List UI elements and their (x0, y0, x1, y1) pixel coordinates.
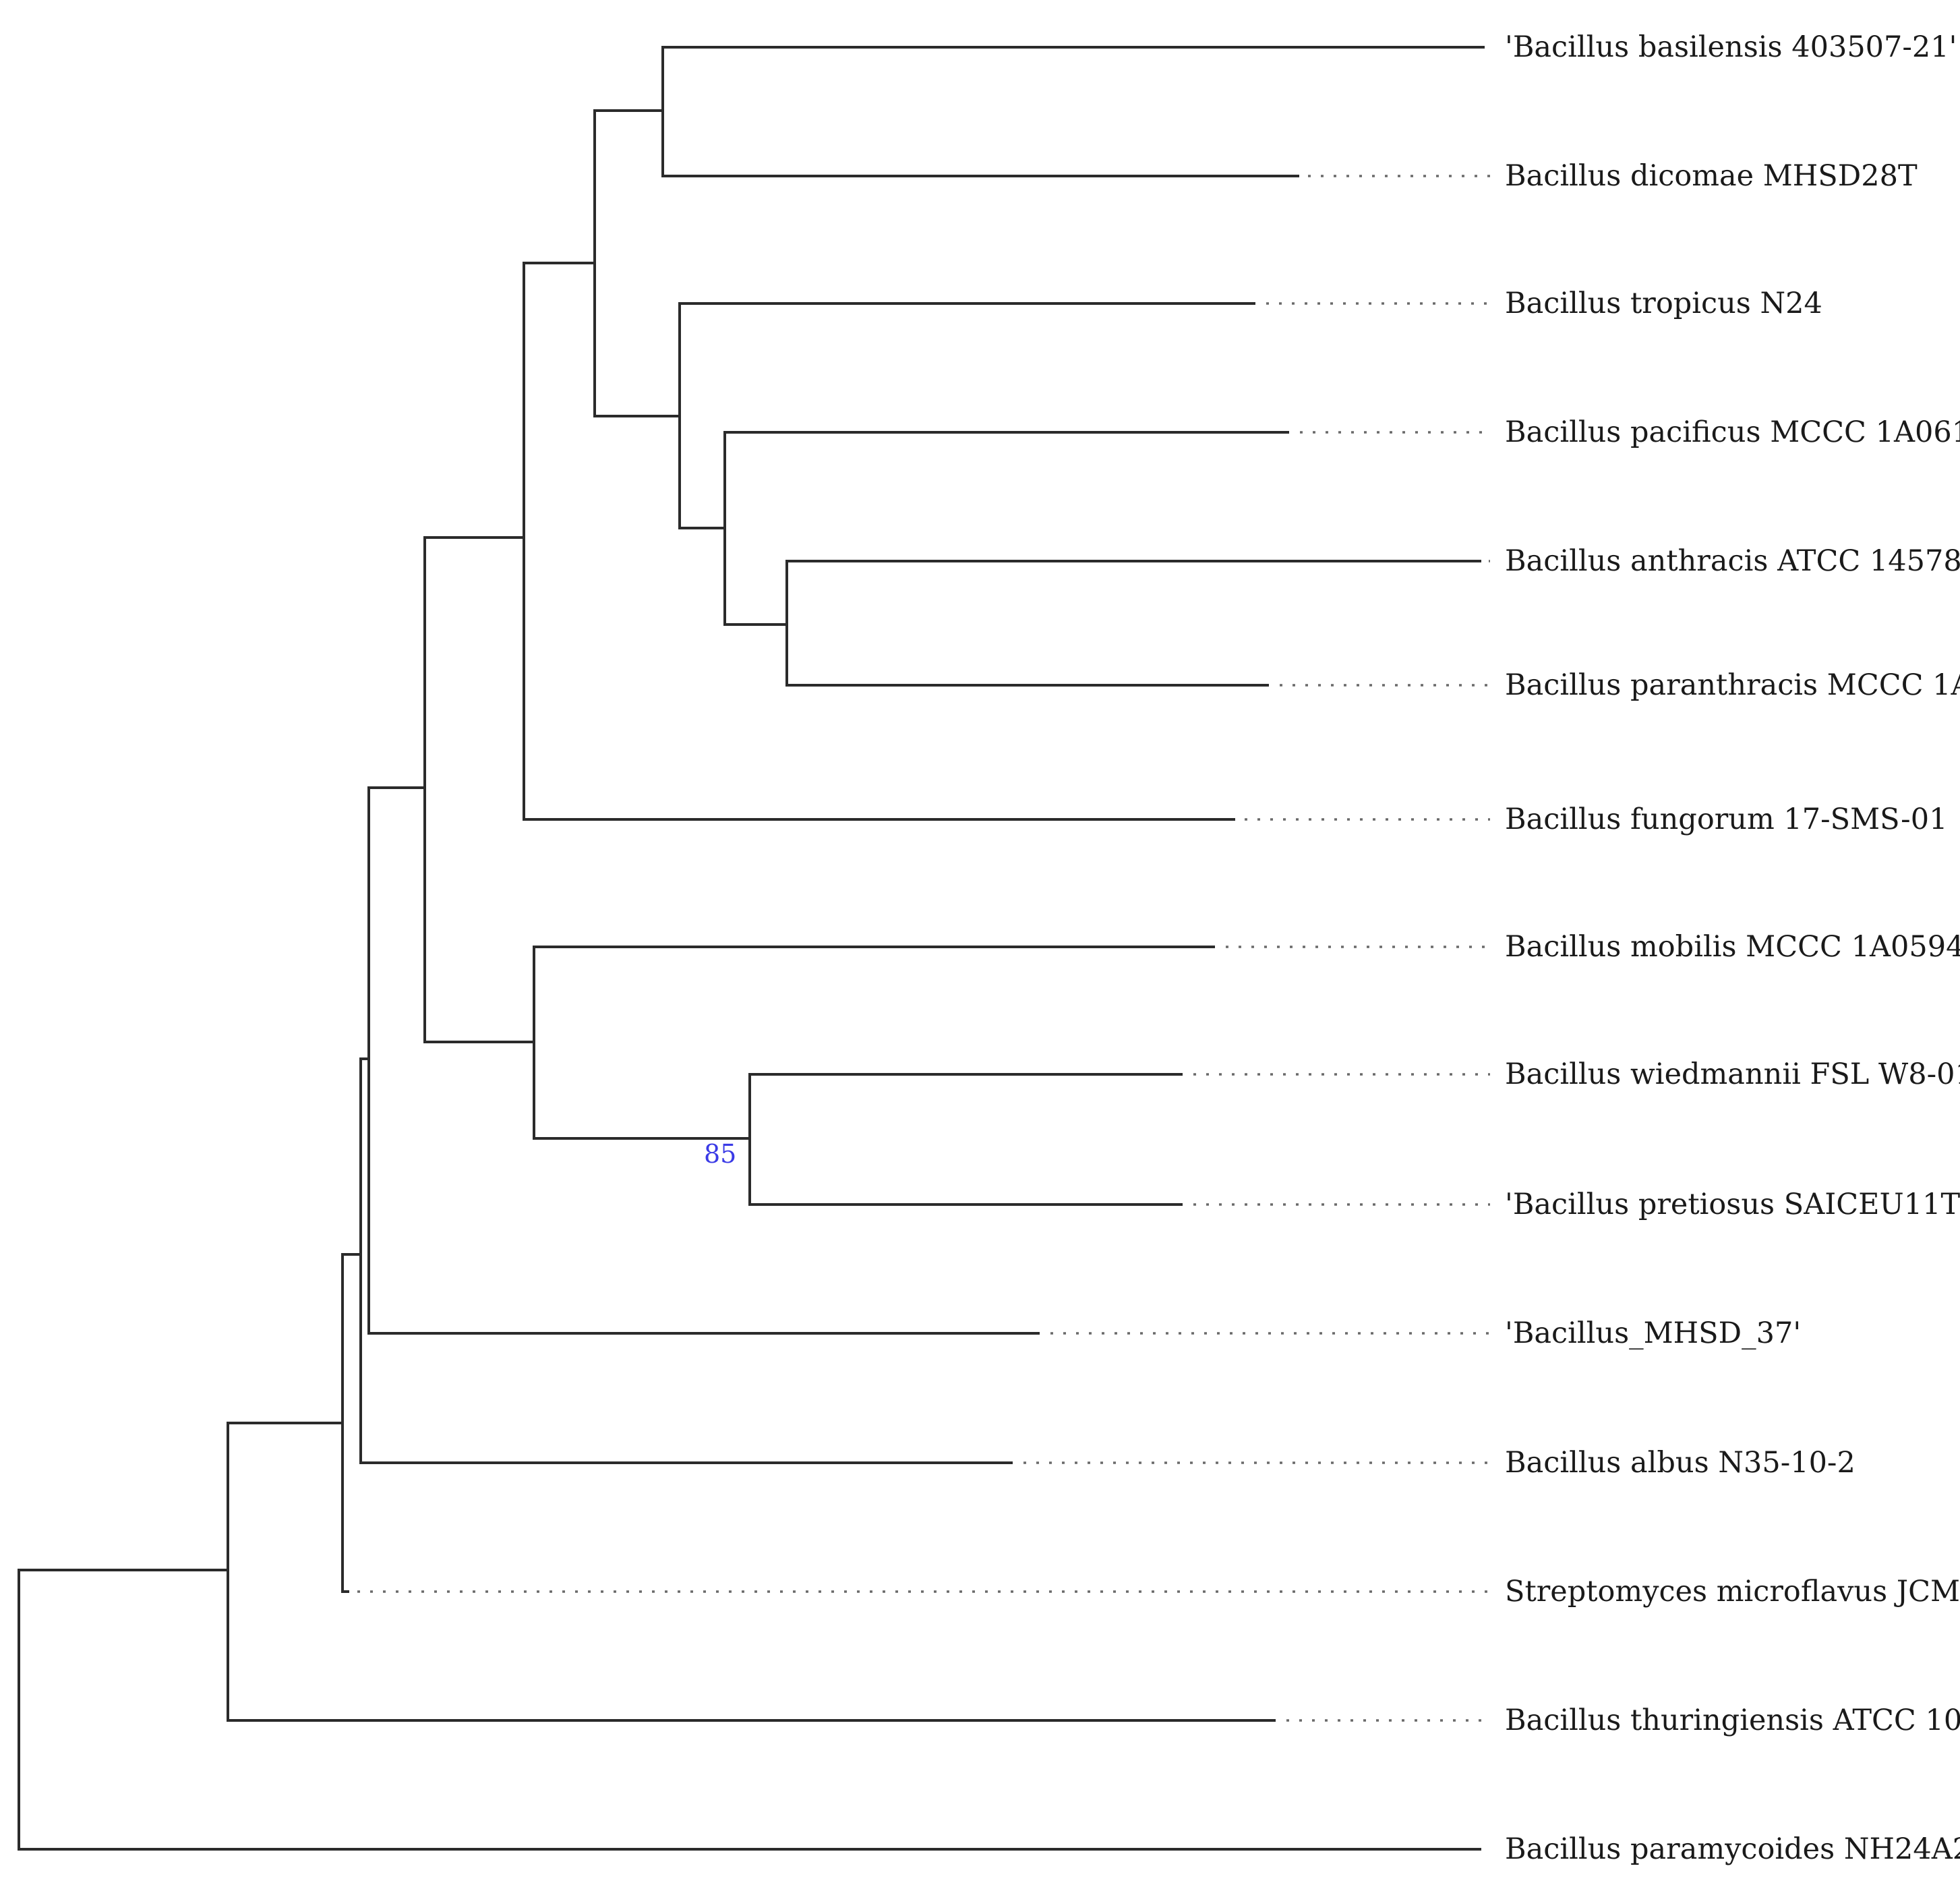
bootstrap-support-value: 85 (704, 1139, 736, 1169)
leaf-label: Bacillus paramycoides NH24A2 (1505, 1832, 1960, 1866)
leaf-label: 'Bacillus pretiosus SAICEU11T' (1505, 1188, 1960, 1221)
leaf-label: Bacillus dicomae MHSD28T (1505, 159, 1918, 193)
leaf-label: 'Bacillus basilensis 403507-21' (1505, 30, 1957, 64)
leaf-label: Bacillus thuringiensis ATCC 10792 (1505, 1704, 1960, 1737)
leaf-label: Bacillus wiedmannii FSL W8-0169 (1505, 1057, 1960, 1091)
leaf-label: Bacillus tropicus N24 (1505, 287, 1822, 320)
leaf-label: Streptomyces microflavus JCM 4496 (1505, 1575, 1960, 1608)
leaf-label: 'Bacillus_MHSD_37' (1505, 1316, 1801, 1350)
leaf-label: Bacillus anthracis ATCC 14578 (1505, 544, 1960, 578)
leaf-label: Bacillus mobilis MCCC 1A05942 (1505, 930, 1960, 964)
leaf-label: Bacillus pacificus MCCC 1A06182 (1505, 415, 1960, 449)
leaf-label: Bacillus fungorum 17-SMS-01 (1505, 803, 1947, 836)
leaf-label: Bacillus albus N35-10-2 (1505, 1446, 1855, 1480)
leaf-label: Bacillus paranthracis MCCC 1A00395 (1505, 668, 1960, 702)
